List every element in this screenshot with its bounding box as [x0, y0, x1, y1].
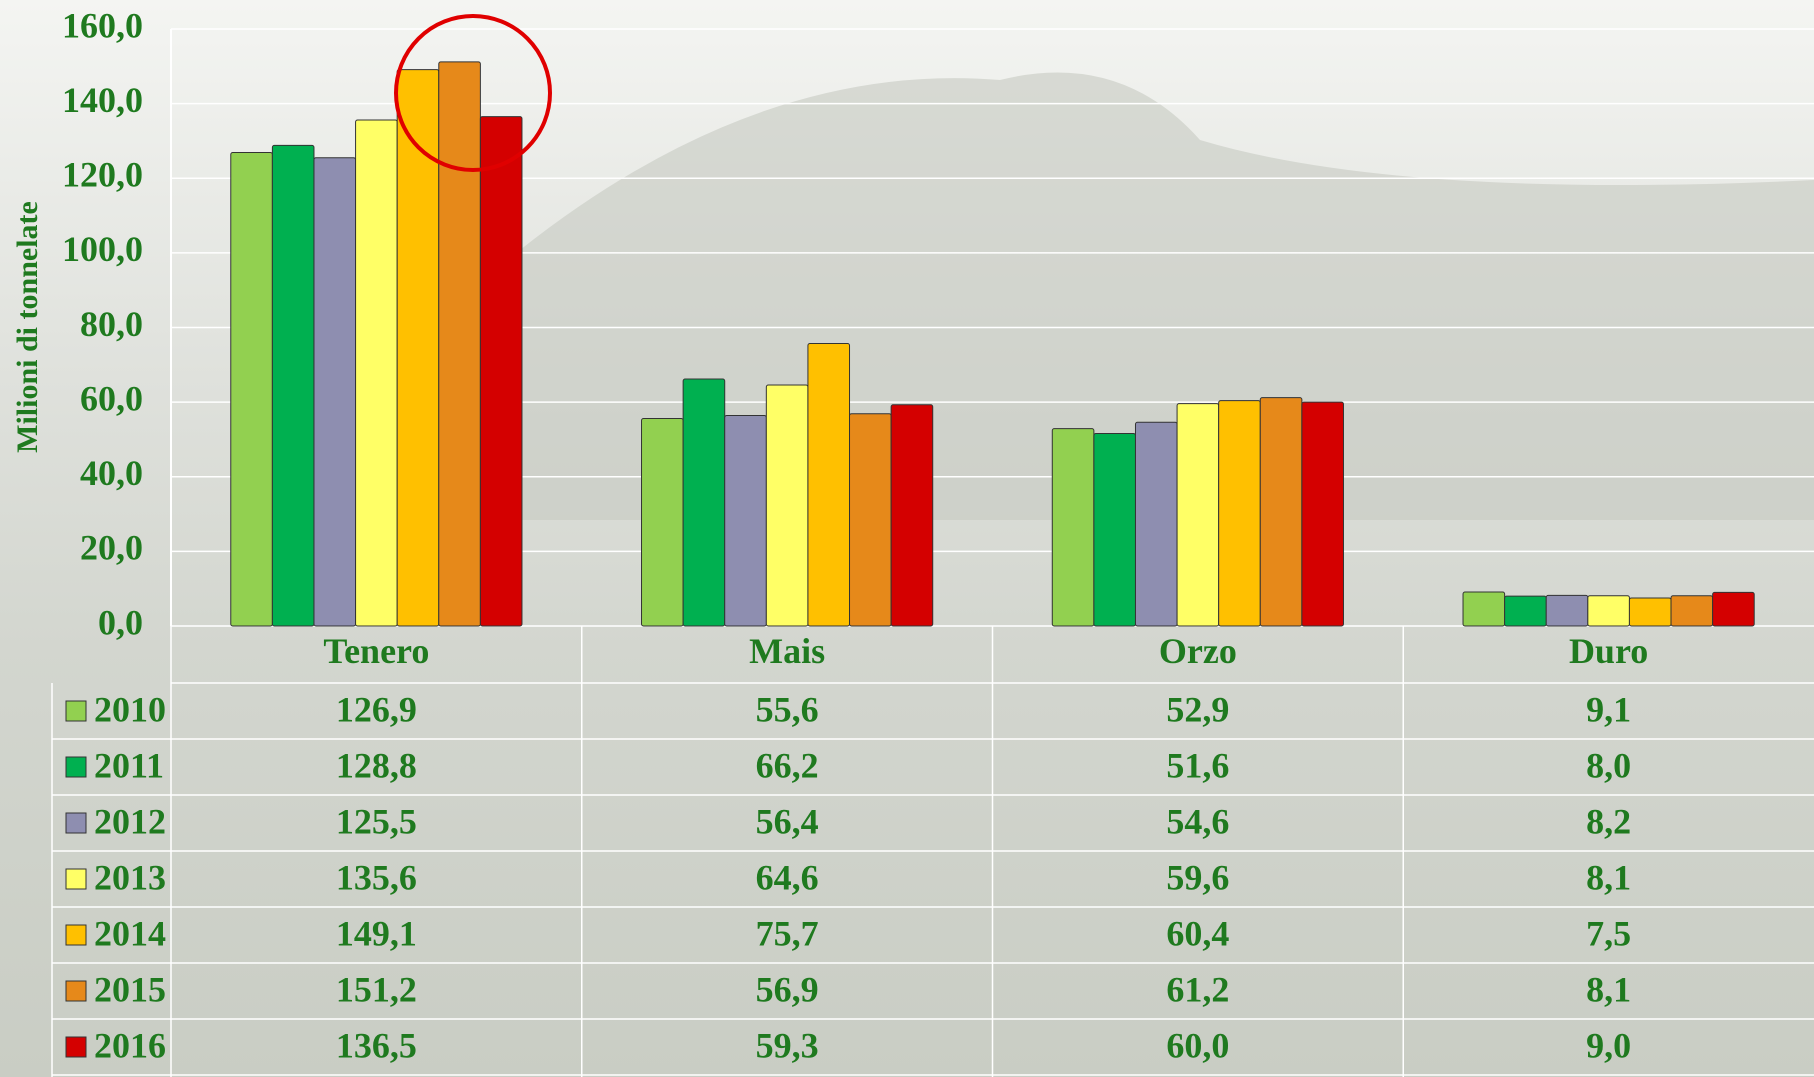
table-value: 66,2 — [756, 745, 819, 785]
y-tick-label: 100,0 — [62, 229, 143, 269]
legend-swatch — [66, 981, 86, 1001]
y-tick-label: 60,0 — [80, 378, 143, 418]
bar — [1094, 433, 1136, 626]
table-value: 135,6 — [336, 857, 417, 897]
bar — [1629, 598, 1671, 626]
table-value: 64,6 — [756, 857, 819, 897]
bar — [1260, 398, 1302, 626]
legend-label: 2015 — [94, 969, 166, 1009]
legend-label: 2014 — [94, 913, 166, 953]
bar — [766, 385, 808, 626]
table-value: 149,1 — [336, 913, 417, 953]
table-value: 54,6 — [1166, 801, 1229, 841]
table-value: 59,6 — [1166, 857, 1229, 897]
table-value: 56,4 — [756, 801, 819, 841]
table-value: 8,2 — [1586, 801, 1631, 841]
bar — [231, 153, 273, 626]
y-tick-label: 140,0 — [62, 80, 143, 120]
chart: Milioni di tonnelate 0,0 20,0 40,0 60,0 80,0… — [0, 0, 1814, 1077]
category-label: Tenero — [323, 631, 429, 671]
bar — [1671, 596, 1713, 626]
legend-swatch — [66, 757, 86, 777]
table-value: 8,1 — [1586, 857, 1631, 897]
legend-label: 2016 — [94, 1025, 166, 1065]
table-value: 51,6 — [1166, 745, 1229, 785]
table-value: 128,8 — [336, 745, 417, 785]
y-tick-label: 80,0 — [80, 304, 143, 344]
category-label: Orzo — [1159, 631, 1237, 671]
y-axis-label: Milioni di tonnelate — [11, 201, 44, 453]
legend-swatch — [66, 869, 86, 889]
legend-swatch — [66, 701, 86, 721]
table-value: 7,5 — [1586, 913, 1631, 953]
table-value: 55,6 — [756, 689, 819, 729]
table-value: 136,5 — [336, 1025, 417, 1065]
bar — [1052, 429, 1094, 626]
legend-label: 2012 — [94, 801, 166, 841]
bar — [1588, 596, 1630, 626]
table-value: 75,7 — [756, 913, 819, 953]
bar — [1713, 592, 1755, 626]
legend-label: 2011 — [94, 745, 164, 785]
table-value: 56,9 — [756, 969, 819, 1009]
bar — [1546, 595, 1588, 626]
y-tick-label: 120,0 — [62, 155, 143, 195]
bar — [439, 62, 481, 626]
y-tick-label: 160,0 — [62, 5, 143, 45]
bar — [1135, 422, 1177, 626]
table-value: 126,9 — [336, 689, 417, 729]
bar — [1177, 404, 1219, 626]
legend-swatch — [66, 925, 86, 945]
table-value: 151,2 — [336, 969, 417, 1009]
bar — [397, 70, 439, 626]
category-label: Duro — [1569, 631, 1648, 671]
y-tick-label: 20,0 — [80, 528, 143, 568]
legend-swatch — [66, 813, 86, 833]
bar — [1302, 402, 1344, 626]
page: Milioni di tonnelate 0,0 20,0 40,0 60,0 80,0… — [0, 0, 1814, 1077]
table-value: 8,1 — [1586, 969, 1631, 1009]
table-value: 60,0 — [1166, 1025, 1229, 1065]
bar — [314, 158, 356, 626]
bar — [891, 405, 933, 626]
legend-swatch — [66, 1037, 86, 1057]
legend-label: 2013 — [94, 857, 166, 897]
bar — [642, 419, 684, 626]
bar — [480, 117, 522, 626]
table-value: 125,5 — [336, 801, 417, 841]
table-value: 59,3 — [756, 1025, 819, 1065]
bar — [1219, 401, 1261, 626]
bar — [808, 344, 850, 626]
y-tick-label: 40,0 — [80, 453, 143, 493]
table-value: 9,0 — [1586, 1025, 1631, 1065]
table-value: 61,2 — [1166, 969, 1229, 1009]
bar — [356, 120, 398, 626]
table-value: 8,0 — [1586, 745, 1631, 785]
legend-label: 2010 — [94, 689, 166, 729]
table-value: 52,9 — [1166, 689, 1229, 729]
table-value: 60,4 — [1166, 913, 1229, 953]
bar — [850, 414, 892, 626]
bar — [725, 416, 767, 626]
category-label: Mais — [749, 631, 825, 671]
bar — [683, 379, 725, 626]
bar — [1505, 596, 1547, 626]
y-tick-label: 0,0 — [98, 602, 143, 642]
bar — [1463, 592, 1505, 626]
bar — [272, 145, 314, 626]
table-value: 9,1 — [1586, 689, 1631, 729]
